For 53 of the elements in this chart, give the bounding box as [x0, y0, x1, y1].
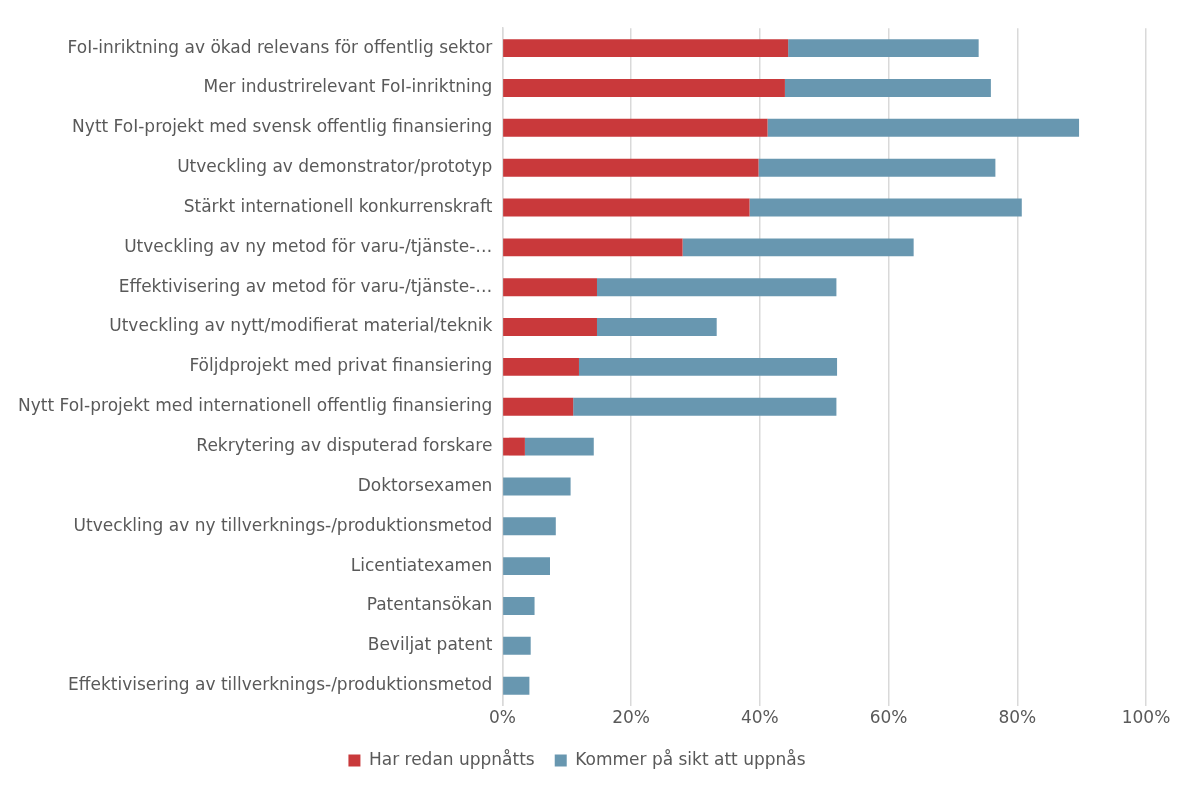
bar	[503, 357, 579, 376]
y-tick-label: Mer industrirelevant FoI-inriktning	[203, 76, 493, 97]
y-tick-label: Stärkt internationell konkurrenskraft	[183, 195, 493, 216]
bar	[788, 39, 979, 58]
y-tick-label: Följdprojekt med privat finansiering	[189, 355, 493, 376]
bar	[503, 198, 750, 217]
bar	[503, 118, 768, 137]
y-tick-label: Effektivisering av tillverknings-/produktionsmetod	[68, 674, 493, 695]
x-tick-label: 0%	[488, 707, 516, 728]
y-tick-label: Beviljat patent	[367, 634, 493, 655]
bar	[503, 79, 785, 97]
bar	[524, 437, 594, 456]
y-tick-label: Utveckling av nytt/modifierat material/teknik	[109, 315, 493, 336]
x-tick-label: 60%	[869, 707, 908, 728]
y-tick-label: Utveckling av demonstrator/prototyp	[177, 156, 493, 177]
bar	[596, 318, 717, 337]
x-tick-label: 80%	[998, 707, 1037, 728]
bar	[503, 158, 759, 177]
y-tick-label: Nytt FoI-projekt med internationell offentlig finansiering	[18, 395, 493, 416]
bar	[503, 238, 683, 257]
bar	[503, 397, 574, 416]
legend-label: Kommer på sikt att uppnås	[575, 748, 806, 769]
bar	[573, 397, 837, 416]
y-tick-label: Utveckling av ny tillverknings-/produktionsmetod	[73, 514, 493, 535]
y-tick-label: Effektivisering av metod för varu-/tjänste-…	[118, 275, 493, 296]
y-tick-label: Nytt FoI-projekt med svensk offentlig finansiering	[72, 116, 493, 137]
bar	[784, 79, 991, 97]
bar	[682, 238, 914, 257]
bar	[596, 278, 837, 297]
bar	[578, 357, 838, 376]
bar	[503, 636, 531, 655]
bar	[503, 557, 550, 576]
y-tick-label: Rekrytering av disputerad forskare	[196, 435, 493, 456]
bar	[503, 318, 597, 337]
y-tick-label: FoI-inriktning av ökad relevans för offentlig sektor	[67, 36, 493, 57]
y-tick-label: Utveckling av ny metod för varu-/tjänste-…	[124, 235, 493, 256]
legend-label: Har redan uppnåtts	[368, 748, 535, 769]
bar	[767, 118, 1080, 137]
y-tick-label: Licentiatexamen	[350, 554, 493, 575]
bar	[503, 39, 789, 58]
bar	[503, 278, 597, 297]
y-tick-label: Doktorsexamen	[357, 474, 493, 495]
x-tick-label: 40%	[740, 707, 779, 728]
bar	[503, 437, 525, 456]
bar	[749, 198, 1022, 217]
y-tick-label: Patentansökan	[366, 594, 493, 615]
bar	[503, 477, 571, 496]
bar	[758, 158, 996, 177]
bar	[503, 597, 535, 615]
bar	[503, 676, 530, 695]
bar	[503, 517, 556, 536]
x-tick-label: 100%	[1121, 707, 1171, 728]
x-tick-label: 20%	[612, 707, 650, 728]
